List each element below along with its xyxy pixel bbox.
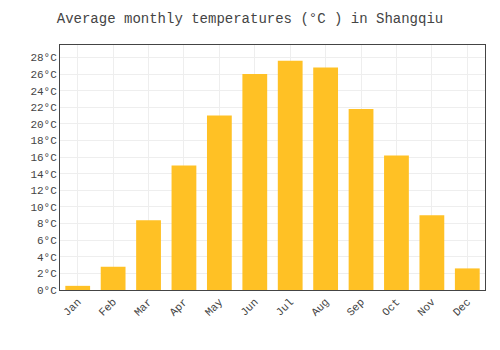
svg-text:Jan: Jan (61, 296, 83, 318)
svg-text:8°C: 8°C (37, 218, 57, 230)
svg-text:Mar: Mar (132, 296, 154, 318)
svg-text:20°C: 20°C (30, 119, 57, 131)
svg-text:28°C: 28°C (30, 52, 57, 64)
svg-text:Jul: Jul (274, 296, 296, 318)
svg-text:4°C: 4°C (37, 252, 57, 264)
svg-text:12°C: 12°C (30, 185, 57, 197)
svg-text:26°C: 26°C (30, 69, 57, 81)
svg-text:Oct: Oct (380, 296, 402, 318)
svg-text:May: May (203, 296, 226, 319)
svg-text:24°C: 24°C (30, 86, 57, 98)
svg-text:Nov: Nov (415, 296, 438, 319)
svg-text:Dec: Dec (451, 296, 473, 318)
svg-text:14°C: 14°C (30, 169, 57, 181)
svg-text:18°C: 18°C (30, 135, 57, 147)
svg-text:Aug: Aug (309, 296, 331, 318)
svg-text:0°C: 0°C (37, 285, 57, 297)
svg-text:10°C: 10°C (30, 202, 57, 214)
svg-text:2°C: 2°C (37, 268, 57, 280)
svg-text:Jun: Jun (238, 296, 260, 318)
svg-text:16°C: 16°C (30, 152, 57, 164)
svg-text:Feb: Feb (97, 296, 119, 318)
svg-text:Apr: Apr (167, 296, 189, 318)
svg-text:Average monthly temperatures (: Average monthly temperatures (°C ) in Sh… (57, 11, 443, 27)
svg-text:22°C: 22°C (30, 102, 57, 114)
svg-text:Sep: Sep (345, 296, 367, 318)
svg-text:6°C: 6°C (37, 235, 57, 247)
